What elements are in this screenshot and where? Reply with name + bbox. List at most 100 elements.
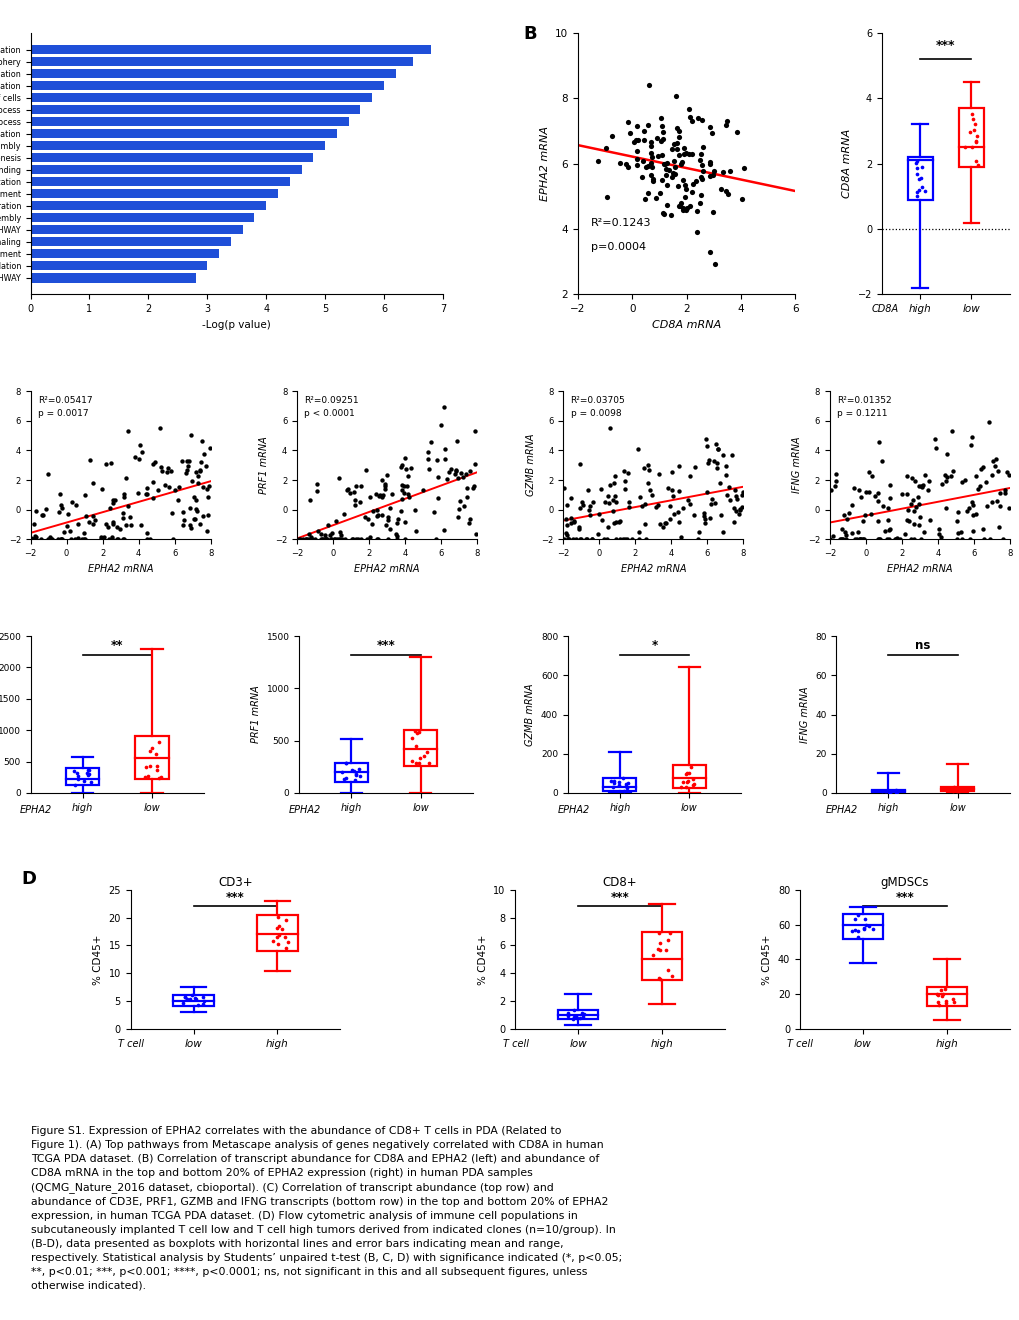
Bar [672,766,705,788]
Point [834,529,850,550]
Point [345,480,362,502]
Point [602,771,619,792]
Point [954,777,970,799]
Point [907,152,923,173]
Point [85,506,101,527]
Point [81,512,97,533]
Point [860,916,876,937]
Point [675,199,691,220]
Point [657,513,674,535]
Point [368,506,384,527]
Point [734,496,750,517]
Point [879,780,896,801]
Title: CD8+: CD8+ [602,875,637,888]
Point [572,498,588,519]
Point [668,132,685,153]
Point [189,500,205,521]
Point [164,503,180,524]
Point [618,153,634,174]
Point [720,477,737,498]
Point [138,756,154,777]
Bar [602,779,636,792]
Point [727,486,743,507]
Point [142,741,158,762]
Point [175,993,192,1014]
Text: ***: *** [895,891,913,904]
X-axis label: EPHA2 mRNA: EPHA2 mRNA [620,564,686,574]
Point [310,520,326,541]
Point [937,467,954,488]
X-axis label: EPHA2 mRNA: EPHA2 mRNA [354,564,420,574]
Point [685,768,701,789]
Point [160,477,176,498]
Point [114,529,130,550]
Point [886,529,902,550]
Point [558,515,575,536]
Point [706,253,722,275]
Point [718,111,735,132]
Point [848,529,864,550]
Point [873,780,890,801]
Point [62,520,78,541]
Point [661,205,678,226]
Point [273,919,289,940]
Point [854,511,870,532]
Point [341,483,358,504]
Point [447,459,464,480]
Point [878,529,895,550]
Point [611,529,628,550]
Point [191,473,207,494]
Point [596,491,612,512]
Point [929,994,946,1015]
Bar [31,249,219,259]
Point [604,500,621,521]
Point [717,181,734,202]
Point [418,742,434,763]
Point [908,157,924,178]
Point [977,471,994,492]
Point [451,491,468,512]
Point [863,466,879,487]
Point [720,490,737,511]
Point [104,513,120,535]
Point [44,529,60,550]
Point [677,174,693,195]
Point [79,759,96,780]
Point [607,512,624,533]
Point [855,919,871,940]
Point [83,771,99,792]
Bar [31,141,325,150]
Point [695,160,711,181]
Point [821,479,838,500]
Point [178,989,195,1010]
Point [658,174,675,195]
Point [889,781,905,803]
Point [117,467,133,488]
Point [69,768,86,789]
Point [887,529,903,550]
Point [846,908,862,929]
Point [733,189,749,210]
Point [679,771,695,792]
Point [105,492,121,513]
Point [654,202,671,223]
Point [636,513,652,535]
Point [575,1005,591,1026]
Point [652,107,668,128]
Point [368,483,384,504]
Bar [641,932,682,981]
Point [663,162,680,183]
Bar [31,69,395,78]
Point [894,483,910,504]
Point [53,529,69,550]
Point [692,166,708,187]
Point [448,430,465,451]
Point [196,444,212,465]
Point [969,154,985,176]
Point [845,478,861,499]
Point [107,490,123,511]
Point [148,743,164,764]
Point [408,735,424,756]
Point [952,521,968,543]
Point [555,529,572,550]
